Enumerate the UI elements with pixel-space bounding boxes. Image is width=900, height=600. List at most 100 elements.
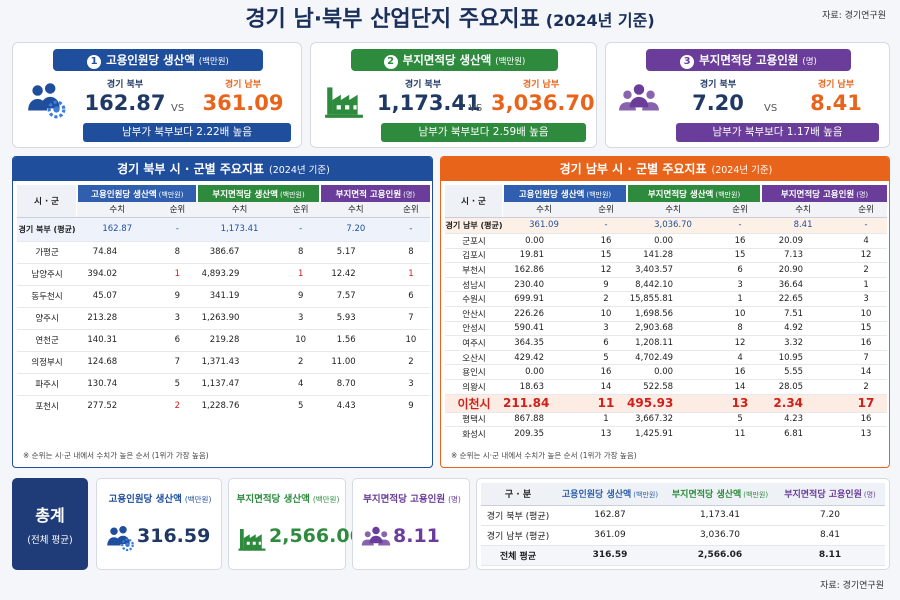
kpi-unit: (백만원)	[198, 57, 229, 67]
city-name: 부천시	[462, 266, 486, 277]
city-row: 평택시 867.88 1 3,667.32 5 4.23 16	[445, 412, 888, 427]
city-row: 여주시 364.35 6 1,208.11 12 3.32 16	[445, 335, 888, 351]
subheader: 수치	[761, 202, 846, 218]
south-label: 경기 남부	[224, 80, 262, 90]
total-card-title-text: 부지면적당 생산액	[236, 494, 310, 505]
value-cell: 429.42	[503, 350, 585, 365]
summary-row: 전체 평균 316.59 2,566.06 8.11	[481, 545, 885, 565]
column-title: 고용인원당 생산액	[518, 189, 585, 200]
value-label: 429.42	[514, 352, 544, 363]
city-name: 성남시	[462, 280, 486, 291]
kpi-title: 부지면적당 생산액	[402, 53, 492, 67]
city-row: 군포시 0.00 16 0.00 16 20.09 4	[445, 233, 888, 249]
value-cell: 0.00	[503, 234, 585, 249]
average-rank: -	[299, 224, 303, 234]
vs: VS	[764, 103, 778, 114]
value-cell: 7.13	[761, 248, 845, 263]
city-row: 안성시 590.41 3 2,903.68 8 4.92 15	[445, 321, 888, 336]
value-label: 45.07	[92, 291, 118, 301]
value-cell: 1,137.47	[197, 373, 281, 395]
value-label: 5.17	[336, 247, 356, 257]
factory-icon	[238, 529, 266, 551]
people-icon	[28, 83, 66, 119]
summary-row: 경기 남부 (평균) 361.09 3,036.70 8.41	[481, 525, 885, 545]
average-rank: -	[864, 220, 868, 231]
value-label: 341.19	[209, 291, 240, 301]
value-label: 4.92	[784, 323, 804, 334]
kpi-note-text: 남부가 북부보다 2.59배 높음	[418, 126, 549, 138]
summary-value: 7.20	[819, 510, 841, 520]
north-value: 7.20	[692, 91, 744, 115]
rank: 6	[408, 291, 414, 301]
kpi-number: 3	[680, 55, 695, 69]
value-cell: 7.51	[761, 307, 845, 322]
column-title: 부지면적당 생산액	[647, 189, 714, 200]
city-name: 양주시	[35, 314, 59, 324]
summary-column-title: 고용인원당 생산액	[561, 490, 632, 501]
rank: 14	[600, 381, 612, 392]
total-card-title: 부지면적당 고용인원 (명)	[353, 491, 471, 507]
value-label: 7.13	[784, 250, 804, 261]
average-rank: -	[409, 224, 413, 234]
city-row: 부천시 162.86 12 3,403.57 6 20.90 2	[445, 262, 888, 278]
value-cell: 162.86	[503, 263, 585, 278]
city-row: 의정부시 124.68 7 1,371.43 2 11.00 2	[17, 351, 430, 373]
subheader: 수치	[77, 202, 158, 218]
summary-label: 경기 북부 (평균)	[486, 511, 550, 522]
rank: 7	[408, 313, 414, 323]
rank: 7	[863, 352, 869, 363]
value-label: 162.86	[514, 265, 544, 276]
value-label: 1,371.43	[201, 357, 240, 367]
value-label: 7.51	[784, 308, 804, 319]
average-rank: -	[604, 220, 608, 231]
rank: 4	[297, 379, 304, 389]
rank: 15	[734, 250, 746, 261]
city-row: 이천시 211.84 11 495.93 13 2.34 17	[445, 394, 888, 413]
city-name: 의정부시	[31, 358, 63, 368]
rank: 10	[734, 308, 746, 319]
rank: 3	[297, 313, 304, 323]
total-card-unit: (백만원)	[184, 495, 212, 504]
value-label: 1,137.47	[201, 379, 240, 389]
average-name: 경기 남부 (평균)	[445, 220, 503, 230]
value-cell: 22.65	[761, 292, 845, 307]
rank: 2	[408, 357, 414, 367]
total-card: 고용인원당 생산액 (백만원) 316.59	[96, 478, 222, 570]
city-row: 동두천시 45.07 9 341.19 9 7.57 6	[17, 285, 430, 307]
rank: 10	[860, 308, 872, 319]
rank: 8	[408, 247, 414, 257]
region-header: 시 · 군	[445, 185, 503, 218]
rank: 6	[603, 338, 609, 349]
summary-table: 구 · 분 고용인원당 생산액 (백만원) 부지면적당 생산액 (백만원) 부지면적당 고…	[481, 483, 885, 566]
value-label: 5.55	[784, 367, 804, 378]
average-rank: -	[175, 224, 179, 234]
north-label: 경기 북부	[699, 80, 737, 90]
summary-column-unit: (백만원)	[743, 491, 769, 500]
value-cell: 3.32	[761, 336, 845, 351]
subheader: 수치	[319, 202, 392, 218]
average-value: 361.09	[529, 220, 559, 231]
value-label: 2.34	[773, 396, 804, 411]
city-table: 시 · 군 고용인원당 생산액 (백만원) 부지면적당 생산액 (백만원) 부지면적당 고…	[445, 185, 888, 441]
value-label: 20.90	[778, 265, 804, 276]
column-title: 부지면적당 고용인원	[780, 189, 855, 200]
value-label: 277.52	[87, 401, 118, 412]
value-cell: 19.81	[503, 248, 585, 263]
rank: 4	[737, 352, 743, 363]
subheader: 순위	[585, 202, 628, 218]
value-cell: 230.40	[503, 277, 585, 292]
kpi-note: 남부가 북부보다 2.22배 높음	[83, 123, 291, 142]
summary-column: 고용인원당 생산액 (백만원)	[555, 483, 665, 505]
rank: 16	[860, 338, 872, 349]
kpi-header: 2 부지면적당 생산액 (백만원)	[351, 49, 558, 71]
value-label: 28.05	[778, 381, 804, 392]
average-row: 경기 남부 (평균) 361.09 - 3,036.70 - 8.41 -	[445, 217, 888, 234]
city-row: 김포시 19.81 15 141.28 15 7.13 12	[445, 248, 888, 263]
total-card: 부지면적당 생산액 (백만원) 2,566.06	[228, 478, 363, 570]
kpi-unit: (명)	[802, 57, 817, 67]
value-label: 20.09	[778, 235, 804, 246]
rank: 9	[408, 401, 414, 412]
value-cell: 130.74	[77, 373, 157, 395]
value-cell: 45.07	[77, 285, 157, 307]
summary-value: 8.41	[819, 530, 841, 540]
